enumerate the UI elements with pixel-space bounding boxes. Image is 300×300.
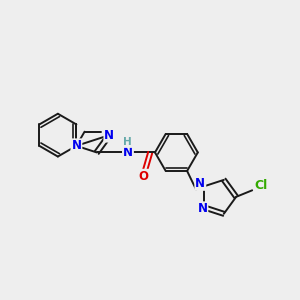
Text: O: O	[138, 170, 148, 183]
Text: N: N	[197, 202, 207, 215]
Text: H: H	[123, 137, 132, 147]
Text: N: N	[123, 146, 133, 159]
Text: N: N	[71, 139, 81, 152]
Text: N: N	[195, 177, 205, 190]
Text: Cl: Cl	[254, 179, 268, 192]
Text: N: N	[104, 129, 114, 142]
